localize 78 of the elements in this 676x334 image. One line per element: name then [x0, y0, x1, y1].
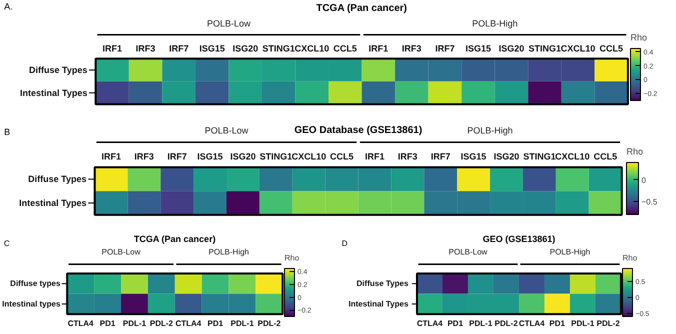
y-tick-label: Intestinal Types [348, 299, 409, 308]
x-tick-label: PDL-2 [494, 318, 518, 328]
x-tick-label: ISG20 [498, 43, 524, 54]
x-tick-label: IRF1 [364, 152, 384, 162]
x-tick-label: ISG20 [494, 152, 520, 162]
text: POLB-Low [204, 125, 249, 136]
x-tick-label: CCL5 [333, 43, 357, 54]
y-tick-label: Diffuse Types [356, 279, 409, 288]
text: POLB-High [472, 18, 518, 28]
x-tick-label: CXCL10 [560, 43, 596, 54]
y-tick-label: Diffuse types [10, 279, 61, 288]
x-tick-label: STING1 [528, 43, 562, 54]
x-tick-label: IRF7 [169, 43, 189, 54]
x-tick-label: IRF3 [134, 152, 154, 162]
x-tick-label: ISG20 [232, 43, 258, 54]
y-tick-label: Diffuse Types [28, 65, 88, 76]
x-tick-label: CCL5 [594, 152, 618, 162]
x-tick-label: CTLA4 [518, 318, 546, 328]
chart-title: GEO Database (GSE13861) [294, 124, 422, 136]
text: C [4, 238, 10, 248]
text: D [342, 238, 348, 248]
text: POLB-High [550, 248, 590, 257]
x-tick-label: PDL-1 [469, 318, 493, 328]
x-tick-label: STING1 [523, 152, 556, 162]
x-tick-label: PDL-1 [230, 318, 254, 328]
text: POLB-Low [102, 248, 141, 257]
x-tick-label: ISG15 [199, 43, 225, 54]
x-tick-label: IRF7 [435, 43, 455, 54]
x-tick-label: CXCL10 [292, 152, 326, 162]
chart-title: TCGA (Pan cancer) [316, 2, 407, 14]
x-tick-label: CTLA4 [68, 318, 94, 328]
y-tick-label: Intestinal Types [19, 198, 87, 208]
x-tick-label: PD1 [447, 318, 464, 328]
y-tick-label: Intestinal types [2, 299, 61, 308]
x-tick-label: PDL-2 [150, 318, 174, 328]
color-bar-label: 0 [642, 176, 646, 185]
text: POLB-High [208, 248, 249, 257]
x-tick-label: PDL-2 [596, 318, 620, 328]
y-tick-label: Diffuse Types [28, 174, 87, 184]
x-tick-label: PD1 [100, 318, 116, 328]
x-tick-label: CCL5 [330, 152, 354, 162]
chart-title: GEO (GSE13861) [482, 234, 556, 244]
x-tick-label: PDL-1 [122, 318, 147, 328]
text: POLB-Low [448, 248, 488, 257]
x-tick-label: CCL5 [600, 43, 624, 54]
x-tick-label: IRF3 [402, 43, 422, 54]
x-tick-label: CXCL10 [555, 152, 590, 162]
x-tick-label: PDL-1 [571, 318, 595, 328]
text: B [4, 126, 10, 137]
x-tick-label: STING1 [260, 152, 292, 162]
x-tick-label: PDL-2 [258, 318, 282, 328]
text: POLB-High [467, 125, 513, 136]
x-tick-label: ISG20 [230, 152, 256, 162]
x-tick-label: CXCL10 [294, 43, 330, 54]
text: POLB-Low [206, 18, 251, 28]
x-tick-label: STING1 [262, 43, 295, 54]
x-tick-label: CTLA4 [175, 318, 202, 328]
x-tick-label: ISG15 [465, 43, 491, 54]
text: A. [4, 2, 13, 12]
color-bar-label: −0.5 [642, 198, 658, 206]
x-tick-label: IRF3 [136, 43, 156, 54]
x-tick-label: PD1 [208, 318, 224, 328]
color-bar-title: Rho [630, 32, 648, 42]
color-bar-title: Rho [622, 254, 638, 262]
x-tick-label: IRF1 [368, 43, 388, 54]
y-tick-label: Intestinal Types [20, 88, 88, 98]
color-bar-title: Rho [284, 254, 300, 262]
x-tick-label: ISG15 [460, 152, 486, 162]
x-tick-label: ISG15 [197, 152, 223, 162]
x-tick-label: IRF1 [102, 43, 122, 54]
x-tick-label: CTLA4 [416, 318, 444, 328]
x-tick-label: PD1 [549, 318, 566, 328]
x-tick-label: IRF7 [430, 152, 450, 162]
x-tick-label: IRF7 [167, 152, 187, 162]
x-tick-label: IRF3 [398, 152, 418, 162]
chart-title: TCGA (Pan cancer) [134, 234, 216, 244]
x-tick-label: IRF1 [101, 152, 121, 162]
color-bar-title: Rho [626, 146, 644, 156]
